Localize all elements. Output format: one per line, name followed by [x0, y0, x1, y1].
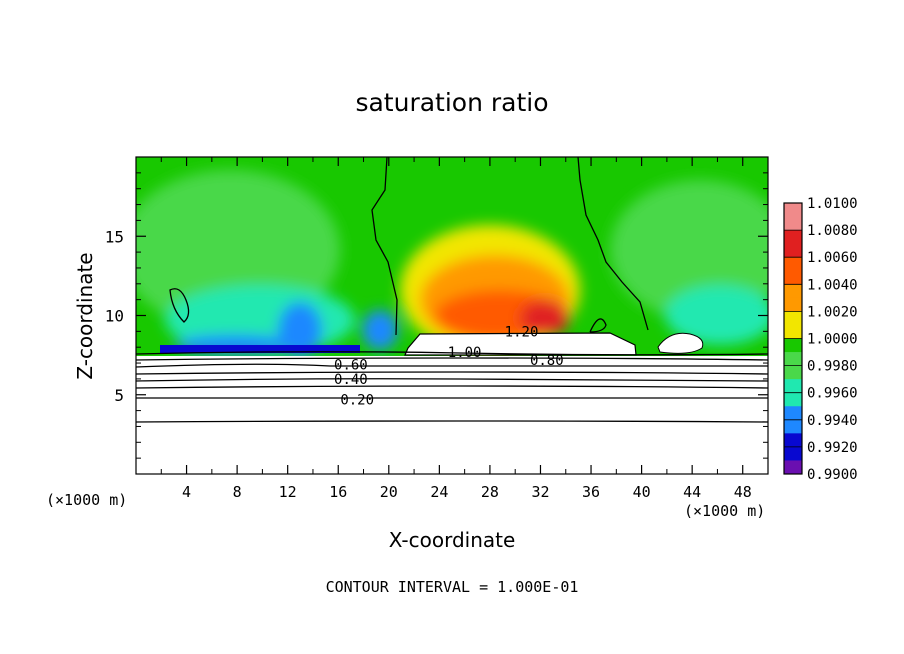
y-tick-label: 10	[105, 307, 124, 326]
colorbar-segment	[784, 324, 802, 339]
y-axis-ticks: 5 10 15	[105, 172, 768, 459]
colorbar-segment	[784, 433, 802, 448]
x-tick-label: 44	[683, 483, 701, 501]
colorbar-label: 0.9900	[807, 467, 858, 483]
contour-label: 0.20	[340, 393, 374, 409]
contour-label: 1.20	[505, 324, 539, 340]
colorbar-label: 1.0000	[807, 332, 858, 348]
colorbar-segment	[784, 365, 802, 380]
colorbar-segment	[784, 216, 802, 231]
green-light-right	[610, 180, 768, 320]
colorbar-segment	[784, 419, 802, 434]
colorbar-segment	[784, 311, 802, 326]
colorbar: 1.0100 1.0080 1.0060 1.0040 1.0020 1.0000 0.99…	[783, 196, 858, 483]
x-tick-label: 8	[233, 483, 242, 501]
contour-lines	[136, 351, 768, 423]
x-tick-label: 24	[430, 483, 448, 501]
colorbar-segment	[784, 392, 802, 407]
contour-interval: CONTOUR INTERVAL = 1.000E-01	[326, 578, 579, 596]
dark-blue-band	[160, 345, 360, 353]
colorbar-label: 1.0040	[807, 277, 858, 293]
field	[136, 157, 768, 474]
x-axis-label: X-coordinate	[389, 528, 516, 552]
x-unit-right: (×1000 m)	[684, 502, 765, 520]
contour-labels: 1.20 1.00 0.80 0.600.40 0.20	[334, 324, 564, 408]
y-tick-label: 5	[114, 386, 124, 405]
x-tick-label: 4	[182, 483, 191, 501]
colorbar-label: 0.9920	[807, 440, 858, 456]
colorbar-segment	[784, 460, 802, 475]
contour-label: 0.40	[334, 372, 368, 388]
colorbar-segment	[784, 243, 802, 258]
x-tick-label: 12	[279, 483, 297, 501]
x-axis-ticks: 4 8 12 16 20 24 28 32 36 40 44 48	[160, 157, 752, 501]
cloud-region	[404, 332, 637, 356]
contour-label: 0.60	[334, 358, 368, 374]
boundary-lines	[169, 157, 649, 336]
colorbar-label: 1.0080	[807, 223, 858, 239]
colorbar-label: 0.9960	[807, 386, 858, 402]
colorbar-segment	[784, 406, 802, 421]
colorbar-label: 0.9940	[807, 413, 858, 429]
colorbar-segment	[784, 297, 802, 312]
field-blobs	[136, 170, 768, 358]
colorbar-segment	[784, 257, 802, 272]
colorbar-label: 0.9980	[807, 359, 858, 375]
x-tick-label: 36	[582, 483, 600, 501]
y-axis-label: Z-coordinate	[73, 252, 97, 379]
colorbar-segment	[784, 338, 802, 353]
colorbar-segment	[784, 352, 802, 367]
y-tick-label: 15	[105, 227, 124, 246]
cyan-right	[665, 285, 768, 345]
contour-label: 1.00	[448, 345, 482, 361]
colorbar-segment	[784, 446, 802, 461]
colorbar-segment	[784, 270, 802, 285]
blue-patch-2	[362, 310, 398, 350]
x-tick-label: 40	[633, 483, 651, 501]
colorbar-label: 1.0100	[807, 196, 858, 212]
colorbar-segment	[784, 203, 802, 218]
colorbar-segment	[784, 379, 802, 394]
x-tick-label: 16	[329, 483, 347, 501]
x-tick-label: 48	[734, 483, 752, 501]
chart-title: saturation ratio	[355, 88, 548, 117]
contour-label: 0.80	[530, 353, 564, 369]
colorbar-label: 1.0060	[807, 250, 858, 266]
small-cloud	[657, 332, 704, 354]
lower-region	[136, 356, 768, 474]
x-tick-label: 28	[481, 483, 499, 501]
red-region	[520, 300, 570, 336]
colorbar-label: 1.0020	[807, 304, 858, 320]
colorbar-segment	[784, 230, 802, 245]
x-tick-label: 32	[531, 483, 549, 501]
colorbar-segment	[784, 284, 802, 299]
x-tick-label: 20	[380, 483, 398, 501]
x-unit-left: (×1000 m)	[46, 491, 127, 509]
